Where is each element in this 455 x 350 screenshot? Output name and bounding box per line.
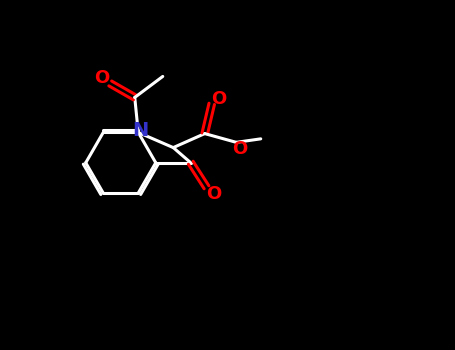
Text: N: N bbox=[132, 121, 148, 140]
Text: O: O bbox=[206, 185, 221, 203]
Text: O: O bbox=[232, 140, 248, 158]
Text: O: O bbox=[211, 90, 227, 107]
Text: O: O bbox=[94, 69, 109, 87]
